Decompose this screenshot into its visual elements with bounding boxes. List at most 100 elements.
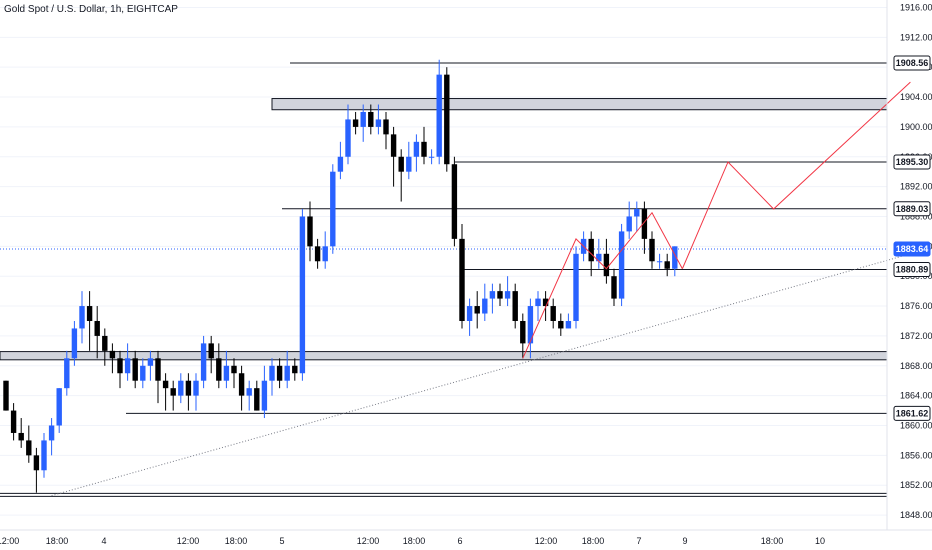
candle-body bbox=[626, 216, 632, 232]
candle-body bbox=[512, 291, 518, 321]
candle-body bbox=[406, 156, 412, 172]
candle-body bbox=[542, 298, 549, 307]
projection-line bbox=[681, 81, 911, 269]
time-tick-label: 10 bbox=[815, 536, 825, 546]
candle-body bbox=[383, 119, 389, 135]
zigzag-line bbox=[522, 211, 683, 359]
candle-body bbox=[231, 365, 237, 374]
time-tick-label: 12:00 bbox=[357, 536, 380, 546]
candle-body bbox=[56, 388, 62, 426]
candle-body bbox=[284, 365, 290, 381]
price-tick-label: 1860.00 bbox=[900, 420, 932, 430]
candle-body bbox=[140, 365, 146, 381]
price-tick-label: 1876.00 bbox=[900, 301, 932, 311]
candle-body bbox=[360, 111, 366, 127]
time-tick-label: 4 bbox=[101, 536, 106, 546]
candle-body bbox=[147, 358, 154, 366]
candle-body bbox=[603, 253, 610, 277]
candle-body bbox=[261, 380, 268, 411]
candle-body bbox=[368, 111, 374, 127]
candle-body bbox=[124, 358, 131, 374]
candle-body bbox=[10, 410, 17, 433]
candle-body bbox=[314, 246, 321, 262]
candle-body bbox=[26, 440, 32, 456]
time-tick-label: 18:00 bbox=[403, 536, 426, 546]
candle-body bbox=[170, 388, 176, 396]
price-badge-label: 1883.64 bbox=[896, 244, 929, 254]
price-tick-label: 1888.00 bbox=[900, 211, 932, 221]
candle-body bbox=[489, 291, 496, 299]
candle-body bbox=[618, 231, 625, 299]
candle-body bbox=[200, 343, 207, 381]
time-tick-label: 6 bbox=[457, 536, 462, 546]
candle-body bbox=[390, 134, 397, 157]
candle-body bbox=[238, 373, 245, 396]
candle-body bbox=[3, 380, 9, 411]
candle-body bbox=[497, 291, 503, 299]
candle-body bbox=[345, 119, 351, 157]
candle-body bbox=[48, 425, 55, 441]
candle-body bbox=[565, 320, 572, 329]
candle-body bbox=[254, 388, 260, 411]
candle-body bbox=[504, 291, 511, 299]
price-tick-label: 1856.00 bbox=[900, 450, 932, 460]
candle-body bbox=[193, 380, 199, 396]
candle-body bbox=[588, 238, 594, 262]
candle-body bbox=[527, 306, 534, 344]
chart-title: Gold Spot / U.S. Dollar, 1h, EIGHTCAP bbox=[4, 4, 178, 15]
time-tick-label: 9 bbox=[682, 536, 687, 546]
candle-body bbox=[466, 306, 473, 321]
candle-body bbox=[109, 350, 116, 359]
candle-body bbox=[330, 171, 336, 247]
price-badge-label: 1889.03 bbox=[896, 204, 929, 214]
time-tick-label: 5 bbox=[279, 536, 284, 546]
price-markers: 1908.56 1895.30 1889.03 1883.64 1880.89 1861.… bbox=[893, 55, 931, 421]
candle-body bbox=[558, 320, 564, 329]
candle-body bbox=[79, 306, 85, 329]
candle-body bbox=[337, 156, 344, 172]
price-badge bbox=[893, 55, 931, 71]
candle-body bbox=[18, 432, 24, 441]
candle-body bbox=[413, 141, 420, 157]
price-badge bbox=[893, 241, 931, 257]
candle-body bbox=[185, 380, 192, 396]
price-badge bbox=[893, 154, 931, 170]
candle-body bbox=[216, 358, 222, 381]
projection-path bbox=[522, 81, 911, 359]
candle-body bbox=[41, 440, 47, 471]
zones bbox=[0, 98, 888, 361]
candle-body bbox=[428, 156, 435, 158]
candle-body bbox=[482, 298, 488, 314]
price-badge-label: 1908.56 bbox=[896, 58, 929, 68]
candle-body bbox=[459, 238, 465, 321]
candle-body bbox=[94, 320, 100, 336]
price-axis: 1848.00 1852.00 1856.00 1860.00 1864.00 1868.… bbox=[900, 2, 932, 520]
price-tick-label: 1864.00 bbox=[900, 391, 932, 401]
price-tick-label: 1904.00 bbox=[900, 92, 932, 102]
candle-body bbox=[132, 358, 138, 381]
candle-body bbox=[117, 358, 123, 374]
grid bbox=[0, 6, 887, 516]
candle-body bbox=[375, 119, 382, 127]
candle-body bbox=[535, 298, 541, 307]
time-tick-label: 12:00 bbox=[535, 536, 558, 546]
candle-body bbox=[451, 164, 458, 239]
candle-body bbox=[162, 380, 169, 389]
candle-body bbox=[641, 209, 648, 239]
candle-body bbox=[664, 261, 670, 269]
candle-body bbox=[33, 455, 40, 471]
candle-body bbox=[656, 261, 663, 263]
candle-body bbox=[520, 320, 526, 344]
candle-body bbox=[672, 246, 678, 269]
candle-body bbox=[398, 156, 404, 172]
time-tick-label: 12:00 bbox=[0, 536, 19, 546]
price-tick-label: 1868.00 bbox=[900, 361, 932, 371]
price-tick-label: 1892.00 bbox=[900, 182, 932, 192]
candles bbox=[3, 59, 678, 493]
candle-body bbox=[573, 253, 579, 321]
price-badge bbox=[893, 201, 931, 217]
candle-body bbox=[307, 216, 313, 247]
candle-body bbox=[421, 141, 427, 157]
price-tick-label: 1848.00 bbox=[900, 510, 932, 520]
